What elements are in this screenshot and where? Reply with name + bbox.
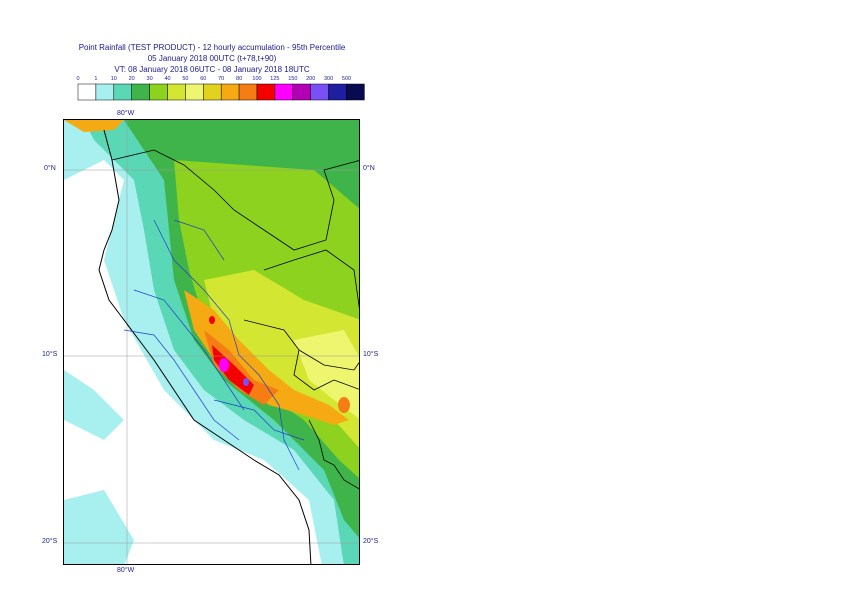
region-border-3 bbox=[123, 329, 240, 441]
border-bolivia-west bbox=[308, 419, 359, 490]
region-border-2 bbox=[133, 289, 245, 411]
legend-tick-label: 80 bbox=[236, 76, 242, 82]
legend-swatch bbox=[220, 83, 240, 101]
border-east bbox=[243, 319, 359, 391]
run-time-label: 05 January 2018 00UTC (t+78,t+90) bbox=[147, 54, 277, 63]
lat-label-left-20s: 20°S bbox=[42, 538, 58, 545]
legend-tick-label: 40 bbox=[164, 76, 170, 82]
legend-tick-label: 30 bbox=[147, 76, 153, 82]
legend-swatch bbox=[77, 83, 97, 101]
legend-swatch bbox=[238, 83, 258, 101]
region-border-1 bbox=[153, 219, 300, 471]
lat-label-left-0: 0°N bbox=[44, 165, 56, 172]
legend-swatch bbox=[328, 83, 347, 101]
lon-label-bottom: 80°W bbox=[117, 567, 135, 574]
lat-label-left-10s: 10°S bbox=[42, 351, 58, 358]
legend-swatch bbox=[292, 83, 311, 101]
validity-time-label: VT: 08 January 2018 06UTC - 08 January 2… bbox=[114, 65, 310, 74]
legend-swatch bbox=[131, 83, 150, 101]
legend-tick-label: 20 bbox=[129, 76, 135, 82]
chart-title: Point Rainfall (TEST PRODUCT) - 12 hourl… bbox=[78, 43, 346, 52]
legend-tick-label: 125 bbox=[270, 76, 279, 82]
lat-label-right-20s: 20°S bbox=[363, 538, 379, 545]
border-east-north bbox=[263, 249, 359, 309]
legend-tick-label: 0 bbox=[76, 76, 79, 82]
legend-tick-label: 500 bbox=[342, 76, 351, 82]
legend-tick-label: 50 bbox=[182, 76, 188, 82]
legend-tick-label: 100 bbox=[252, 76, 261, 82]
rain-80mm-core-east bbox=[338, 397, 350, 413]
region-border-5 bbox=[173, 219, 225, 261]
rain-70mm-area-northwest bbox=[64, 120, 124, 132]
rainfall-map-canvas bbox=[64, 120, 359, 564]
border-north bbox=[111, 149, 359, 251]
legend-swatch bbox=[310, 83, 329, 101]
legend-swatch bbox=[149, 83, 168, 101]
lon-label-top: 80°W bbox=[117, 110, 135, 117]
coastline bbox=[98, 129, 312, 564]
rain-100mm-core-north bbox=[209, 316, 215, 324]
legend-tick-label: 60 bbox=[200, 76, 206, 82]
legend-swatch bbox=[95, 83, 115, 101]
legend-swatch bbox=[113, 83, 132, 101]
legend-swatch bbox=[346, 83, 365, 101]
legend-tick-label: 150 bbox=[288, 76, 297, 82]
rain-125mm-core bbox=[219, 358, 229, 372]
legend-tick-label: 70 bbox=[218, 76, 224, 82]
rain-200mm-core bbox=[243, 378, 249, 386]
lat-label-right-0: 0°N bbox=[363, 165, 375, 172]
rain-1mm-ocean-patch bbox=[64, 370, 124, 440]
legend-swatch bbox=[203, 83, 222, 101]
legend-tick-label: 200 bbox=[306, 76, 315, 82]
rainfall-map bbox=[63, 119, 360, 565]
rain-80mm-area bbox=[204, 330, 279, 405]
legend-swatch bbox=[167, 83, 186, 101]
border-brazil-bolivia bbox=[298, 349, 359, 371]
rain-70mm-area bbox=[184, 290, 349, 425]
legend-tick-label: 1 bbox=[94, 76, 97, 82]
region-border-4 bbox=[213, 399, 305, 441]
color-legend: 0 1 10 20 30 40 50 60 70 80 100 125 150 200 300 500 bbox=[76, 76, 365, 101]
legend-swatch bbox=[256, 83, 276, 101]
legend-tick-label: 300 bbox=[324, 76, 333, 82]
legend-swatch bbox=[185, 83, 204, 101]
rain-1mm-ocean-patch-south bbox=[64, 490, 134, 564]
legend-swatch bbox=[274, 83, 294, 101]
rain-50mm-area bbox=[294, 330, 359, 419]
lat-label-right-10s: 10°S bbox=[363, 351, 379, 358]
legend-tick-label: 10 bbox=[111, 76, 117, 82]
